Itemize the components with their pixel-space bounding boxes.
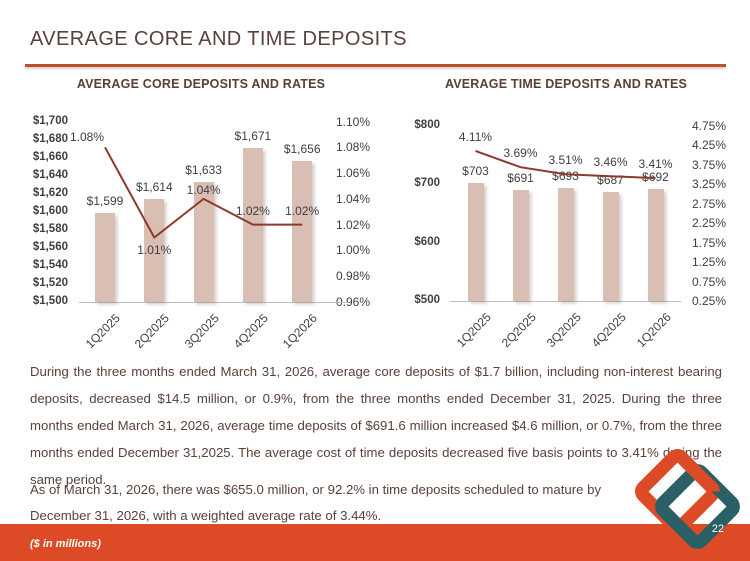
y-axis-tick-right: 4.25% (692, 138, 727, 153)
y-axis-tick-right: 0.75% (692, 274, 727, 289)
y-axis-tick-right: 0.98% (336, 269, 371, 284)
rate-value-label: 4.11% (458, 129, 493, 144)
y-axis-tick-left: $1,680 (32, 132, 68, 145)
y-axis-tick-left: $1,520 (32, 276, 68, 289)
bar-value-label: $1,656 (283, 142, 321, 157)
deposit-bar (242, 147, 263, 302)
y-axis-tick-left: $1,600 (32, 204, 68, 217)
y-axis-tick-left: $1,580 (32, 222, 68, 235)
y-axis-tick-right: 3.25% (692, 177, 727, 192)
deposit-bar (193, 181, 214, 302)
bar-value-label: $1,671 (234, 128, 272, 143)
paragraph-deposits-summary: During the three months ended March 31, … (30, 364, 722, 487)
title-divider (25, 64, 726, 67)
y-axis-tick-left: $700 (414, 177, 440, 190)
x-axis-line (450, 301, 681, 302)
y-axis-tick-left: $800 (414, 119, 440, 131)
footer-units-note: ($ in millions) (30, 538, 101, 550)
x-axis-line (79, 302, 349, 303)
y-axis-tick-left: $1,540 (32, 258, 68, 271)
page-title: AVERAGE CORE AND TIME DEPOSITS (30, 28, 407, 50)
y-axis-tick-left: $600 (414, 235, 440, 248)
y-axis-tick-left: $500 (414, 294, 440, 306)
deposit-bar (557, 188, 574, 301)
rate-value-label: 1.08% (69, 130, 105, 145)
y-axis-tick-right: 3.75% (692, 157, 727, 172)
y-axis-tick-right: 1.00% (336, 243, 371, 258)
footer-bar (0, 524, 750, 561)
x-axis-label: 3Q2025 (543, 310, 584, 351)
y-axis-tick-right: 1.75% (692, 235, 727, 250)
deposit-bar (602, 191, 619, 301)
deposit-bar (512, 189, 529, 301)
x-axis-label: 1Q2025 (82, 311, 123, 352)
x-axis-label: 1Q2025 (453, 310, 494, 351)
y-axis-tick-right: 1.08% (336, 140, 371, 155)
y-axis-tick-right: 1.06% (336, 166, 371, 181)
y-axis-tick-right: 4.75% (692, 119, 727, 133)
deposit-bar (95, 212, 115, 302)
y-axis-tick-right: 0.96% (336, 295, 371, 309)
paragraph-maturity-summary: As of March 31, 2026, there was $655.0 m… (30, 482, 602, 523)
x-axis-label: 4Q2025 (230, 311, 271, 352)
x-axis-label: 1Q2026 (633, 310, 674, 351)
bar-value-label: $692 (642, 170, 669, 184)
y-axis-tick-right: 0.25% (692, 294, 727, 308)
deposit-bar (467, 182, 484, 301)
x-axis-label: 4Q2025 (588, 310, 629, 351)
y-axis-tick-right: 1.10% (336, 114, 371, 129)
rate-value-label: 1.02% (285, 203, 320, 218)
rate-value-label: 1.01% (137, 242, 172, 257)
bar-value-label: $1,599 (86, 193, 124, 208)
y-axis-tick-left: $1,560 (32, 240, 68, 253)
rate-value-label: 3.41% (638, 157, 673, 172)
bar-value-label: $1,633 (185, 162, 222, 177)
chart-title: AVERAGE TIME DEPOSITS AND RATES (444, 77, 688, 91)
y-axis-tick-left: $1,700 (32, 114, 68, 127)
y-axis-tick-left: $1,640 (32, 168, 68, 181)
rate-value-label: 1.04% (186, 182, 221, 197)
y-axis-tick-left: $1,500 (32, 295, 68, 307)
x-axis-label: 3Q2025 (181, 311, 222, 352)
y-axis-tick-right: 2.75% (692, 196, 727, 211)
x-axis-label: 1Q2026 (279, 311, 321, 352)
y-axis-tick-left: $1,660 (32, 150, 68, 163)
y-axis-tick-right: 1.04% (336, 191, 371, 206)
y-axis-tick-right: 1.25% (692, 255, 727, 270)
y-axis-tick-right: 1.02% (336, 217, 371, 232)
chart-title: AVERAGE CORE DEPOSITS AND RATES (76, 77, 326, 91)
x-axis-label: 2Q2025 (132, 311, 173, 352)
page-number: 22 (711, 523, 725, 535)
x-axis-label: 2Q2025 (498, 310, 539, 351)
deposit-bar (292, 161, 313, 302)
company-logo (620, 438, 750, 561)
deposit-bar (647, 189, 664, 301)
y-axis-tick-right: 2.25% (692, 216, 727, 231)
y-axis-tick-left: $1,620 (32, 186, 68, 199)
